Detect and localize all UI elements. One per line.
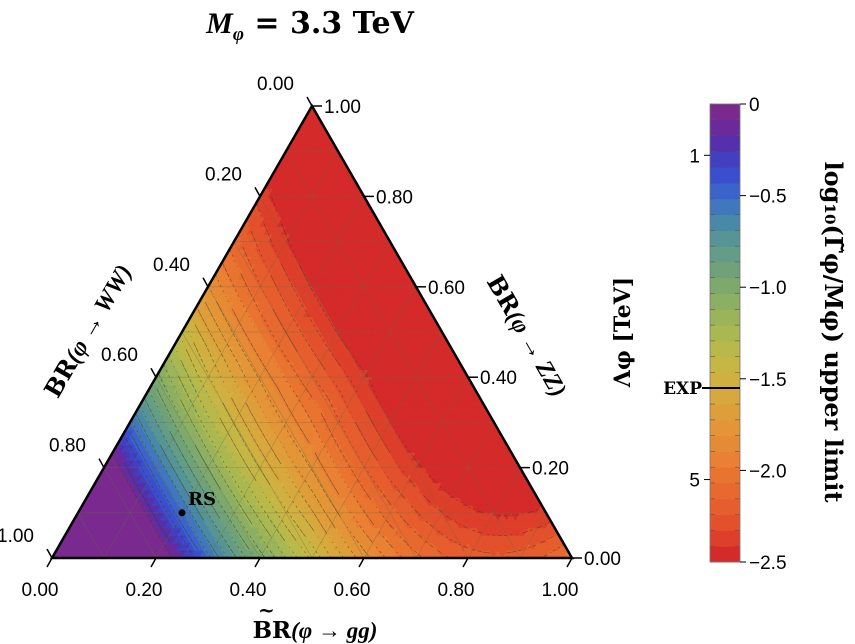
axis-label-gg-tilde: ~ bbox=[258, 598, 275, 622]
tick-ww bbox=[46, 548, 53, 559]
colorbar-label-right: log₁₀(Γ̃φ/Mφ) upper limit bbox=[819, 162, 848, 503]
tick-gg bbox=[462, 557, 469, 568]
tick-ww bbox=[202, 277, 209, 288]
colorbar-swatch bbox=[710, 151, 740, 168]
colorbar-swatch bbox=[710, 356, 740, 373]
colorbar-swatch bbox=[710, 104, 740, 121]
axis-label-ww: BR(φ → WW) bbox=[38, 259, 138, 402]
colorbar-swatch bbox=[710, 419, 740, 437]
tick-label-ww: 0.80 bbox=[49, 436, 86, 457]
tick-gg bbox=[46, 557, 53, 568]
colorbar-swatch bbox=[710, 530, 740, 547]
tick-label-gg: 0.00 bbox=[22, 580, 59, 601]
colorbar-swatch bbox=[710, 404, 740, 421]
colorbar-swatch bbox=[710, 119, 740, 137]
colorbar-swatch bbox=[710, 182, 740, 200]
rs-marker bbox=[178, 509, 186, 517]
colorbar-swatch bbox=[710, 246, 740, 263]
tick-label-ww: 0.60 bbox=[101, 345, 138, 366]
colorbar-tick-label: −1.5 bbox=[749, 370, 787, 391]
tick-label-ww: 0.00 bbox=[257, 74, 294, 95]
colorbar-ticks-right: 0 −0.5 −1.0 −1.5 −2.0 −2.5 bbox=[740, 95, 787, 574]
colorbar-swatch bbox=[710, 230, 740, 247]
colorbar-swatch bbox=[710, 498, 740, 516]
tick-label-gg: 0.20 bbox=[126, 580, 163, 601]
colorbar-tick-label: −2.0 bbox=[749, 461, 787, 482]
ternary-contour-field bbox=[52, 106, 572, 558]
colorbar-swatch bbox=[710, 277, 740, 295]
tick-label-zz: 0.60 bbox=[428, 278, 465, 299]
colorbar-swatch bbox=[710, 340, 740, 358]
colorbar-swatch bbox=[710, 388, 740, 405]
chart-title: Mφ = 3.3 TeV bbox=[205, 6, 414, 45]
colorbar-tick-label: −2.5 bbox=[749, 553, 787, 574]
tick-label-ww: 0.20 bbox=[205, 164, 242, 185]
colorbar-swatch bbox=[710, 293, 740, 310]
tick-label-zz: 0.00 bbox=[584, 549, 621, 570]
colorbar-tick-label: 0 bbox=[749, 95, 760, 116]
colorbar-swatch bbox=[710, 135, 740, 152]
colorbar-tick-label: −1.0 bbox=[749, 278, 787, 299]
tick-label-zz: 0.20 bbox=[532, 459, 569, 480]
tick-gg bbox=[254, 557, 261, 568]
colorbar-swatch bbox=[710, 435, 740, 452]
tick-label-zz: 0.80 bbox=[376, 187, 413, 208]
colorbar-swatch bbox=[710, 451, 740, 468]
colorbar-swatch bbox=[710, 198, 740, 216]
tick-label-gg: 1.00 bbox=[542, 580, 579, 601]
tick-ww bbox=[254, 187, 261, 197]
tick-label-zz: 0.40 bbox=[480, 368, 517, 389]
colorbar-swatch bbox=[710, 309, 740, 326]
tick-gg bbox=[150, 557, 157, 568]
colorbar-swatch bbox=[710, 483, 740, 500]
tick-label-gg: 0.60 bbox=[334, 580, 371, 601]
colorbar-swatch bbox=[710, 546, 740, 563]
tick-label-gg: 0.80 bbox=[438, 580, 475, 601]
tick-label-ww: 1.00 bbox=[0, 526, 34, 547]
tick-ww bbox=[98, 458, 105, 468]
colorbar bbox=[709, 103, 741, 563]
colorbar-tick-label: −0.5 bbox=[749, 187, 787, 208]
colorbar-exp-label: EXP bbox=[663, 379, 702, 399]
tick-gg bbox=[358, 557, 365, 568]
colorbar-swatch bbox=[710, 467, 740, 484]
colorbar-left-tick-label: 1 bbox=[689, 146, 700, 167]
colorbar-swatch bbox=[710, 261, 740, 279]
rs-label: RS bbox=[188, 489, 216, 510]
colorbar-swatch bbox=[710, 214, 740, 231]
tick-ww bbox=[306, 96, 313, 107]
colorbar-left-tick-label: 5 bbox=[689, 471, 700, 492]
colorbar-label-left: Λφ [TeV] bbox=[610, 277, 636, 388]
tick-gg bbox=[566, 557, 573, 568]
tick-label-zz: 1.00 bbox=[324, 97, 361, 118]
colorbar-swatch bbox=[710, 325, 740, 342]
colorbar-swatch bbox=[710, 167, 740, 184]
tick-ww bbox=[150, 367, 157, 378]
colorbar-swatch bbox=[710, 372, 740, 389]
tick-label-ww: 0.40 bbox=[153, 255, 190, 276]
colorbar-swatch bbox=[710, 514, 740, 531]
